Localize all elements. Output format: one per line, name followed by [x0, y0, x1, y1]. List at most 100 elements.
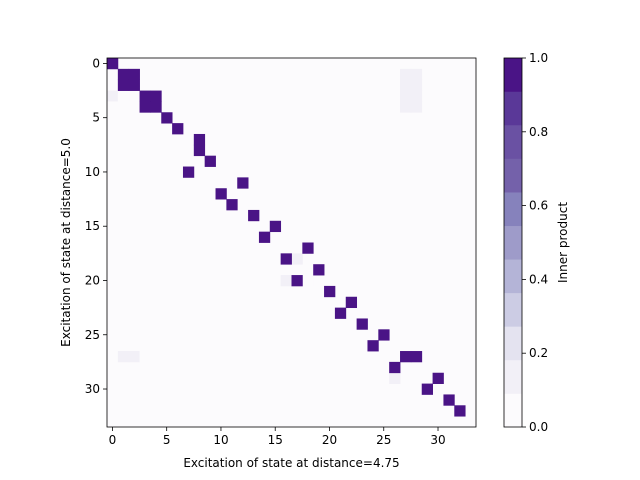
heatmap-cell — [356, 318, 368, 330]
heatmap-cell — [410, 351, 423, 363]
colorbar-label: Inner product — [556, 202, 570, 283]
colorbar-band — [504, 292, 522, 327]
colorbar-axis: 0.0 0.2 0.4 0.6 0.8 1.0 — [522, 51, 548, 434]
heatmap-cell — [345, 90, 358, 102]
heatmap-cell — [161, 112, 173, 124]
heatmap-cell — [313, 264, 325, 276]
colorbar-tick-label: 0.0 — [529, 420, 548, 434]
y-tick-label: 10 — [85, 165, 100, 179]
heatmap-cell — [454, 405, 466, 417]
colorbar-band — [504, 158, 522, 193]
heatmap-cell — [258, 231, 271, 243]
heatmap-cell — [345, 101, 358, 113]
colorbar-tick-label: 0.2 — [529, 346, 548, 360]
heatmap-cell — [128, 351, 140, 363]
heatmap-cell — [400, 79, 412, 91]
y-axis-label: Excitation of state at distance=5.0 — [59, 138, 73, 347]
heatmap-cell — [139, 220, 151, 233]
heatmap-cell — [302, 242, 314, 254]
heatmap-cell — [389, 372, 401, 384]
heatmap-cell — [291, 275, 303, 287]
x-tick-label: 0 — [109, 433, 117, 447]
heatmap-cell — [400, 68, 412, 81]
heatmap-cell — [117, 90, 130, 102]
colorbar-frame — [503, 57, 523, 428]
heatmap-cell — [117, 351, 130, 363]
heatmap-cell — [432, 394, 444, 406]
heatmap-cell — [117, 68, 130, 81]
heatmap-cell — [400, 351, 412, 363]
heatmap-cell — [280, 253, 292, 265]
heatmap-cell — [172, 123, 184, 135]
heatmap-cell — [215, 231, 227, 243]
heatmap-cell — [248, 209, 260, 222]
heatmap-cell — [139, 351, 151, 363]
heatmap-cell — [193, 133, 206, 146]
heatmap-cell — [237, 177, 249, 189]
x-tick-label: 20 — [322, 433, 337, 447]
heatmap-cell — [139, 58, 151, 70]
colorbar-band — [504, 58, 522, 92]
heatmap-cell — [432, 372, 444, 384]
heatmap-cell — [128, 68, 140, 81]
heatmap-cell — [324, 285, 336, 298]
heatmap-cell — [139, 296, 151, 309]
heatmap-cell — [269, 220, 282, 233]
x-tick-label: 30 — [430, 433, 445, 447]
x-tick-label: 10 — [213, 433, 228, 447]
x-axis: 0 5 10 15 20 25 30 — [109, 427, 446, 447]
heatmap-cell — [389, 351, 401, 363]
heatmap-cell — [139, 90, 151, 102]
heatmap-cell — [421, 361, 433, 374]
heatmap-cell — [291, 123, 303, 135]
y-tick-label: 20 — [85, 273, 100, 287]
heatmap-cell — [150, 90, 162, 102]
heatmap-cell — [193, 144, 206, 157]
heatmap-cell — [258, 188, 271, 200]
colorbar-tick-label: 0.6 — [529, 199, 548, 213]
heatmap-cell — [345, 296, 358, 309]
x-tick-label: 15 — [268, 433, 283, 447]
heatmap-cell — [226, 199, 238, 211]
colorbar-band — [504, 125, 522, 159]
y-tick-label: 30 — [85, 382, 100, 396]
colorbar-band — [504, 225, 522, 260]
colorbar-tick-label: 1.0 — [529, 51, 548, 65]
colorbar — [504, 58, 522, 428]
heatmap-cell — [280, 242, 292, 254]
y-tick-label: 5 — [92, 111, 100, 125]
heatmap-cell — [367, 340, 379, 352]
heatmap-cell — [421, 383, 433, 395]
colorbar-band — [504, 326, 522, 361]
heatmap-cell — [117, 79, 130, 91]
heatmap-cell — [258, 101, 271, 113]
y-tick-label: 0 — [92, 56, 100, 70]
heatmap-cell — [378, 329, 390, 341]
colorbar-band — [504, 192, 522, 227]
heatmap-cell — [400, 101, 412, 113]
colorbar-tick-label: 0.4 — [529, 272, 548, 286]
heatmap-cell — [410, 90, 423, 102]
x-axis-label: Excitation of state at distance=4.75 — [183, 456, 399, 470]
heatmap-cell — [389, 361, 401, 374]
heatmap-cell — [334, 307, 347, 319]
colorbar-band — [504, 91, 522, 126]
colorbar-band — [504, 259, 522, 294]
heatmap-cell — [410, 101, 423, 113]
x-tick-label: 5 — [163, 433, 171, 447]
heatmap-cell — [302, 275, 314, 287]
heatmap-cell — [139, 177, 151, 189]
heatmap-cell — [107, 101, 119, 113]
heatmap-cell — [237, 101, 249, 113]
y-tick-label: 15 — [85, 219, 100, 233]
heatmap-cell — [139, 101, 151, 113]
heatmap-cell — [258, 90, 271, 102]
plot-frame — [106, 57, 477, 428]
colorbar-tick-label: 0.8 — [529, 125, 548, 139]
colorbar-band — [504, 359, 522, 394]
heatmap-cell — [410, 68, 423, 81]
heatmap-cell — [150, 58, 162, 70]
heatmap-cell — [107, 58, 119, 70]
heatmap-cell — [400, 90, 412, 102]
